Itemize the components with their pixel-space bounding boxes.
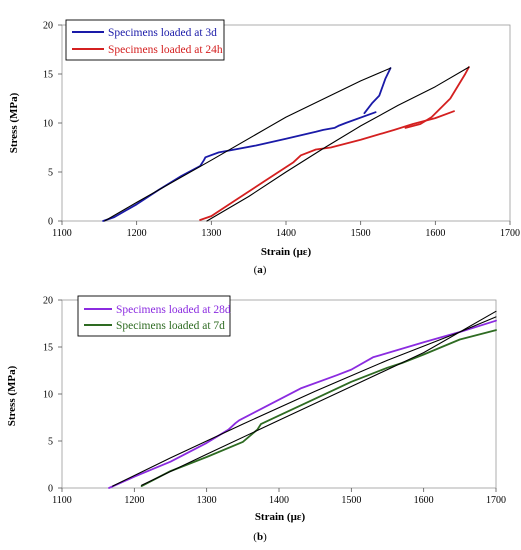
- y-tick-label-a-3: 15: [43, 70, 53, 81]
- series-line-b-2: [140, 329, 497, 488]
- series-line-b-3: [141, 310, 497, 486]
- x-tick-label-a-4: 1500: [351, 228, 371, 239]
- y-tick-label-b-3: 15: [43, 343, 53, 354]
- x-tick-label-a-6: 1700: [500, 228, 520, 239]
- x-tick-label-a-2: 1300: [201, 228, 221, 239]
- legend-label-28d: Specimens loaded at 28d: [116, 304, 231, 316]
- series-line-a-5: [206, 66, 470, 222]
- series-line-b-0: [108, 319, 497, 489]
- x-axis-title-b: Strain (με): [255, 511, 306, 523]
- x-tick-label-b-3: 1400: [269, 495, 289, 506]
- series-line-a-2: [104, 67, 392, 222]
- y-tick-label-a-2: 10: [43, 119, 53, 130]
- panel-label-b: (b): [253, 531, 267, 543]
- y-tick-label-a-0: 0: [48, 217, 53, 228]
- y-tick-label-a-1: 5: [48, 168, 53, 179]
- y-axis-title-b: Stress (MPa): [6, 365, 18, 426]
- legend-box-a: [65, 19, 225, 61]
- axes-b: 1100 1200 1300 1400 1500 1600 1700 0 5 10 15 20: [43, 296, 506, 507]
- y-tick-label-b-1: 5: [48, 437, 53, 448]
- x-tick-label-b-0: 1100: [52, 495, 72, 506]
- y-tick-label-a-4: 20: [43, 21, 53, 32]
- legend-a: Specimens loaded at 3d Specimens loaded …: [65, 19, 225, 61]
- x-tick-label-a-5: 1600: [425, 228, 445, 239]
- x-tick-label-b-1: 1200: [124, 495, 144, 506]
- x-tick-label-b-2: 1300: [197, 495, 217, 506]
- series-group-a: [102, 66, 470, 222]
- x-tick-label-b-6: 1700: [486, 495, 506, 506]
- panel-label-a: (a): [254, 264, 267, 276]
- y-tick-label-b-2: 10: [43, 390, 53, 401]
- legend-label-7d: Specimens loaded at 7d: [116, 320, 225, 332]
- y-tick-label-b-0: 0: [48, 484, 53, 495]
- chart-panel-b: 1100 1200 1300 1400 1500 1600 1700 0 5 10 15 20 Str…: [6, 296, 506, 544]
- legend-box-b: [77, 295, 231, 337]
- series-line-a-1: [363, 67, 392, 115]
- x-tick-label-a-3: 1400: [276, 228, 296, 239]
- series-line-a-3: [199, 110, 455, 221]
- y-axis-title-a: Stress (MPa): [8, 92, 20, 153]
- legend-label-3d: Specimens loaded at 3d: [108, 27, 217, 39]
- series-line-a-4: [404, 66, 470, 129]
- x-tick-label-a-1: 1200: [127, 228, 147, 239]
- series-group-b: [108, 310, 497, 489]
- y-tick-label-b-4: 20: [43, 296, 53, 307]
- legend-label-24h: Specimens loaded at 24h: [108, 44, 223, 56]
- chart-panel-a: 1100 1200 1300 1400 1500 1600 1700 0 5 10 15 20 Str…: [8, 19, 520, 276]
- x-tick-label-a-0: 1100: [52, 228, 72, 239]
- x-tick-label-b-4: 1500: [341, 495, 361, 506]
- x-axis-title-a: Strain (με): [261, 246, 312, 258]
- x-tick-label-b-5: 1600: [414, 495, 434, 506]
- legend-b: Specimens loaded at 28d Specimens loaded…: [77, 295, 231, 337]
- axes-a: 1100 1200 1300 1400 1500 1600 1700 0 5 10 15 20: [43, 21, 520, 240]
